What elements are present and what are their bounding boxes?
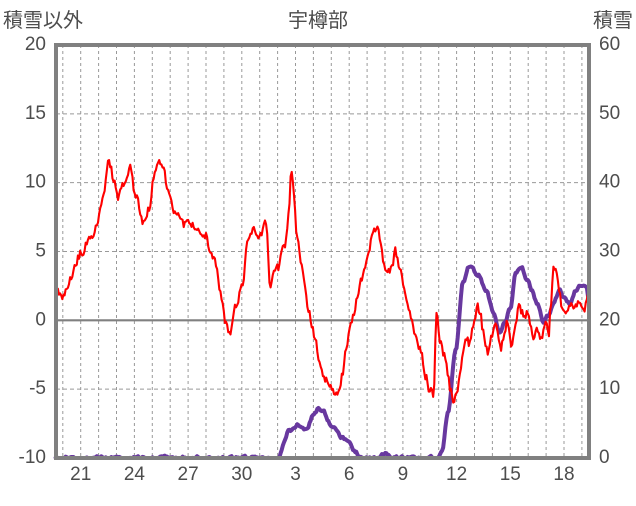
svg-text:10: 10: [599, 378, 620, 399]
svg-text:9: 9: [398, 464, 409, 485]
svg-text:5: 5: [35, 241, 46, 262]
svg-text:24: 24: [124, 464, 146, 485]
svg-text:0: 0: [35, 309, 46, 330]
svg-text:-10: -10: [19, 447, 46, 468]
svg-text:30: 30: [231, 464, 252, 485]
svg-text:40: 40: [599, 172, 620, 193]
svg-text:15: 15: [25, 103, 46, 124]
svg-text:60: 60: [599, 34, 620, 55]
svg-text:10: 10: [25, 172, 46, 193]
svg-text:20: 20: [25, 34, 46, 55]
svg-text:27: 27: [178, 464, 199, 485]
svg-text:30: 30: [599, 241, 620, 262]
svg-text:3: 3: [290, 464, 301, 485]
svg-text:15: 15: [500, 464, 521, 485]
svg-text:12: 12: [446, 464, 467, 485]
svg-text:21: 21: [70, 464, 91, 485]
svg-text:6: 6: [344, 464, 355, 485]
svg-text:18: 18: [553, 464, 574, 485]
svg-text:0: 0: [599, 447, 610, 468]
svg-text:-5: -5: [29, 378, 46, 399]
svg-text:20: 20: [599, 309, 620, 330]
svg-text:50: 50: [599, 103, 620, 124]
